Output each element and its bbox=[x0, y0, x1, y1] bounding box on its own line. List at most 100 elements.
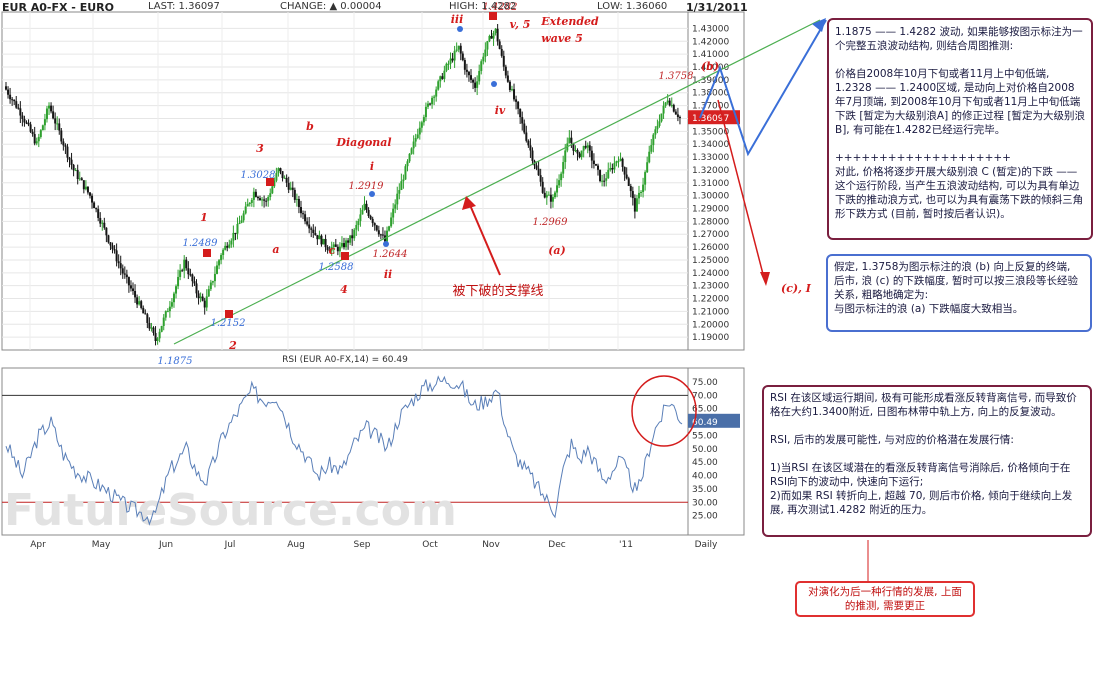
rsi-line bbox=[5, 375, 683, 526]
x-tick-label: Daily bbox=[695, 540, 718, 550]
candle-body bbox=[465, 69, 468, 72]
candle-body bbox=[629, 185, 632, 192]
candle-body bbox=[45, 108, 48, 120]
candle-body bbox=[312, 229, 315, 234]
candle-body bbox=[549, 194, 552, 202]
price-plot-area bbox=[1, 11, 689, 351]
candle-body bbox=[105, 227, 108, 236]
candle-body bbox=[70, 159, 73, 165]
candle-body bbox=[453, 50, 456, 61]
candle-body bbox=[88, 192, 91, 196]
candle-body bbox=[35, 141, 38, 144]
candle-body bbox=[197, 293, 200, 299]
support-trendline bbox=[173, 19, 821, 345]
price-tick-label: 1.39000 bbox=[692, 76, 729, 86]
candle-body bbox=[658, 121, 661, 126]
candle-body bbox=[521, 117, 524, 124]
candle-body bbox=[410, 148, 413, 154]
candle-body bbox=[527, 140, 530, 146]
candle-body bbox=[166, 311, 169, 313]
candle-body bbox=[402, 179, 405, 182]
price-tick-label: 1.43000 bbox=[692, 24, 729, 34]
price-label: 1.2969 bbox=[533, 217, 569, 228]
candle-body bbox=[426, 103, 429, 107]
wave-label: c bbox=[329, 244, 336, 257]
candle-body bbox=[599, 169, 602, 182]
candle-body bbox=[525, 132, 528, 141]
candle-body bbox=[41, 125, 44, 131]
candle-body bbox=[91, 195, 94, 203]
candle-body bbox=[541, 181, 544, 193]
candle-body bbox=[261, 199, 264, 201]
price-tick-label: 1.20000 bbox=[692, 320, 729, 330]
blue-pivot-dot bbox=[457, 26, 463, 32]
candle-body bbox=[320, 235, 323, 245]
wave-label: iv bbox=[495, 104, 506, 117]
candle-body bbox=[324, 238, 327, 248]
candle-body bbox=[414, 137, 417, 142]
rsi-tick-label: 45.00 bbox=[692, 458, 718, 468]
candle-body bbox=[635, 198, 638, 212]
candle-body bbox=[240, 220, 243, 223]
candle-body bbox=[265, 200, 268, 202]
candle-body bbox=[381, 234, 384, 236]
candle-body bbox=[492, 33, 495, 39]
candle-body bbox=[162, 317, 165, 326]
candle-body bbox=[297, 198, 300, 208]
price-label: 1.4282 bbox=[483, 2, 518, 13]
candle-body bbox=[37, 136, 40, 142]
candle-body bbox=[213, 273, 216, 282]
candle-body bbox=[388, 226, 391, 231]
x-tick-label: '11 bbox=[619, 540, 633, 550]
candle-body bbox=[627, 178, 630, 186]
candle-body bbox=[238, 222, 241, 224]
candle-body bbox=[142, 307, 145, 314]
wave-label: b bbox=[306, 120, 314, 133]
candle-body bbox=[52, 111, 55, 119]
candle-body bbox=[578, 153, 581, 158]
candle-body bbox=[666, 100, 669, 103]
candle-body bbox=[343, 243, 345, 248]
candle-body bbox=[207, 289, 210, 297]
candle-body bbox=[601, 180, 604, 182]
candle-body bbox=[43, 119, 46, 126]
candle-body bbox=[5, 86, 7, 90]
projection-path bbox=[699, 19, 827, 157]
red-pivot-marker bbox=[203, 249, 211, 257]
wave-c-target-note: 假定, 1.3758为图示标注的浪 (b) 向上反复的终端, 后市, 浪 (c)… bbox=[826, 254, 1092, 332]
candle-body bbox=[99, 217, 102, 224]
candle-body bbox=[168, 306, 171, 312]
candle-body bbox=[205, 296, 208, 308]
support-arrow bbox=[469, 204, 501, 276]
candle-body bbox=[594, 164, 597, 166]
candle-body bbox=[597, 165, 600, 170]
candle-body bbox=[519, 108, 522, 118]
candle-body bbox=[203, 300, 206, 308]
candle-body bbox=[314, 233, 317, 236]
candle-body bbox=[121, 268, 124, 274]
candle-body bbox=[353, 229, 356, 239]
candle-body bbox=[138, 301, 141, 305]
candle-body bbox=[564, 150, 567, 163]
candle-body bbox=[306, 221, 309, 225]
candle-body bbox=[398, 190, 401, 194]
candle-body bbox=[84, 186, 87, 190]
candle-body bbox=[523, 123, 526, 133]
candle-body bbox=[25, 122, 28, 124]
candle-body bbox=[644, 172, 647, 185]
price-tick-label: 1.31000 bbox=[692, 179, 729, 189]
candle-body bbox=[48, 105, 51, 109]
candle-body bbox=[431, 97, 434, 105]
candle-body bbox=[269, 193, 272, 197]
candle-body bbox=[15, 101, 18, 108]
support-arrow-head bbox=[462, 196, 476, 210]
candle-body bbox=[86, 186, 89, 193]
candle-body bbox=[529, 145, 532, 151]
candle-body bbox=[642, 184, 645, 192]
candle-body bbox=[175, 286, 178, 294]
candle-body bbox=[373, 223, 376, 226]
candle-body bbox=[474, 82, 477, 88]
red-pivot-marker bbox=[225, 310, 233, 318]
candle-body bbox=[365, 203, 368, 210]
candle-body bbox=[408, 153, 411, 162]
